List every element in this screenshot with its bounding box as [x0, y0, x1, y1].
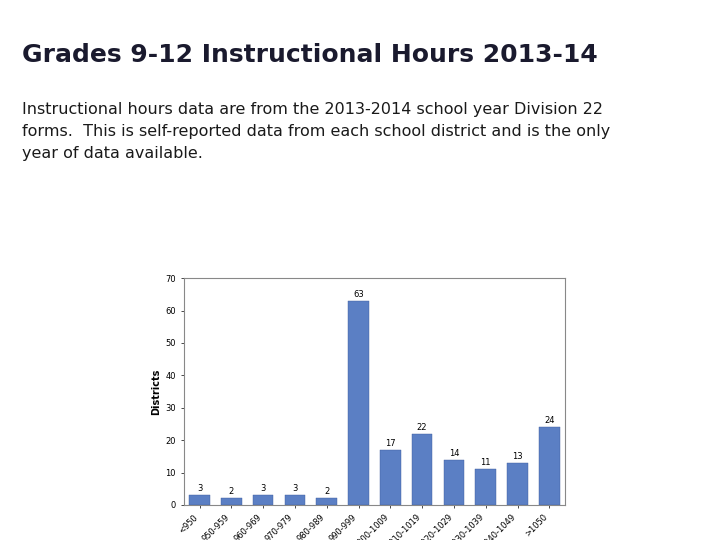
Bar: [380, 450, 400, 505]
Bar: [284, 495, 305, 505]
Bar: [253, 495, 274, 505]
Text: Grades 9-12 Instructional Hours 2013-14: Grades 9-12 Instructional Hours 2013-14: [22, 43, 598, 66]
Bar: [221, 498, 242, 505]
Bar: [475, 469, 496, 505]
Y-axis label: Districts: Districts: [151, 368, 161, 415]
Text: 24: 24: [544, 416, 554, 425]
Text: 22: 22: [417, 423, 428, 431]
Bar: [507, 463, 528, 505]
Bar: [444, 460, 464, 505]
Text: 11: 11: [480, 458, 491, 467]
Text: 3: 3: [292, 484, 297, 493]
Text: 2: 2: [229, 488, 234, 496]
Text: 17: 17: [385, 439, 395, 448]
Text: 13: 13: [512, 452, 523, 461]
Text: 63: 63: [353, 290, 364, 299]
Text: Instructional hours data are from the 2013-2014 school year Division 22
forms.  : Instructional hours data are from the 20…: [22, 102, 610, 161]
Text: 3: 3: [261, 484, 266, 493]
Bar: [316, 498, 337, 505]
Text: 3: 3: [197, 484, 202, 493]
Bar: [412, 434, 433, 505]
Text: 2: 2: [324, 488, 329, 496]
Bar: [189, 495, 210, 505]
Bar: [348, 301, 369, 505]
Bar: [539, 427, 559, 505]
Text: 14: 14: [449, 449, 459, 457]
